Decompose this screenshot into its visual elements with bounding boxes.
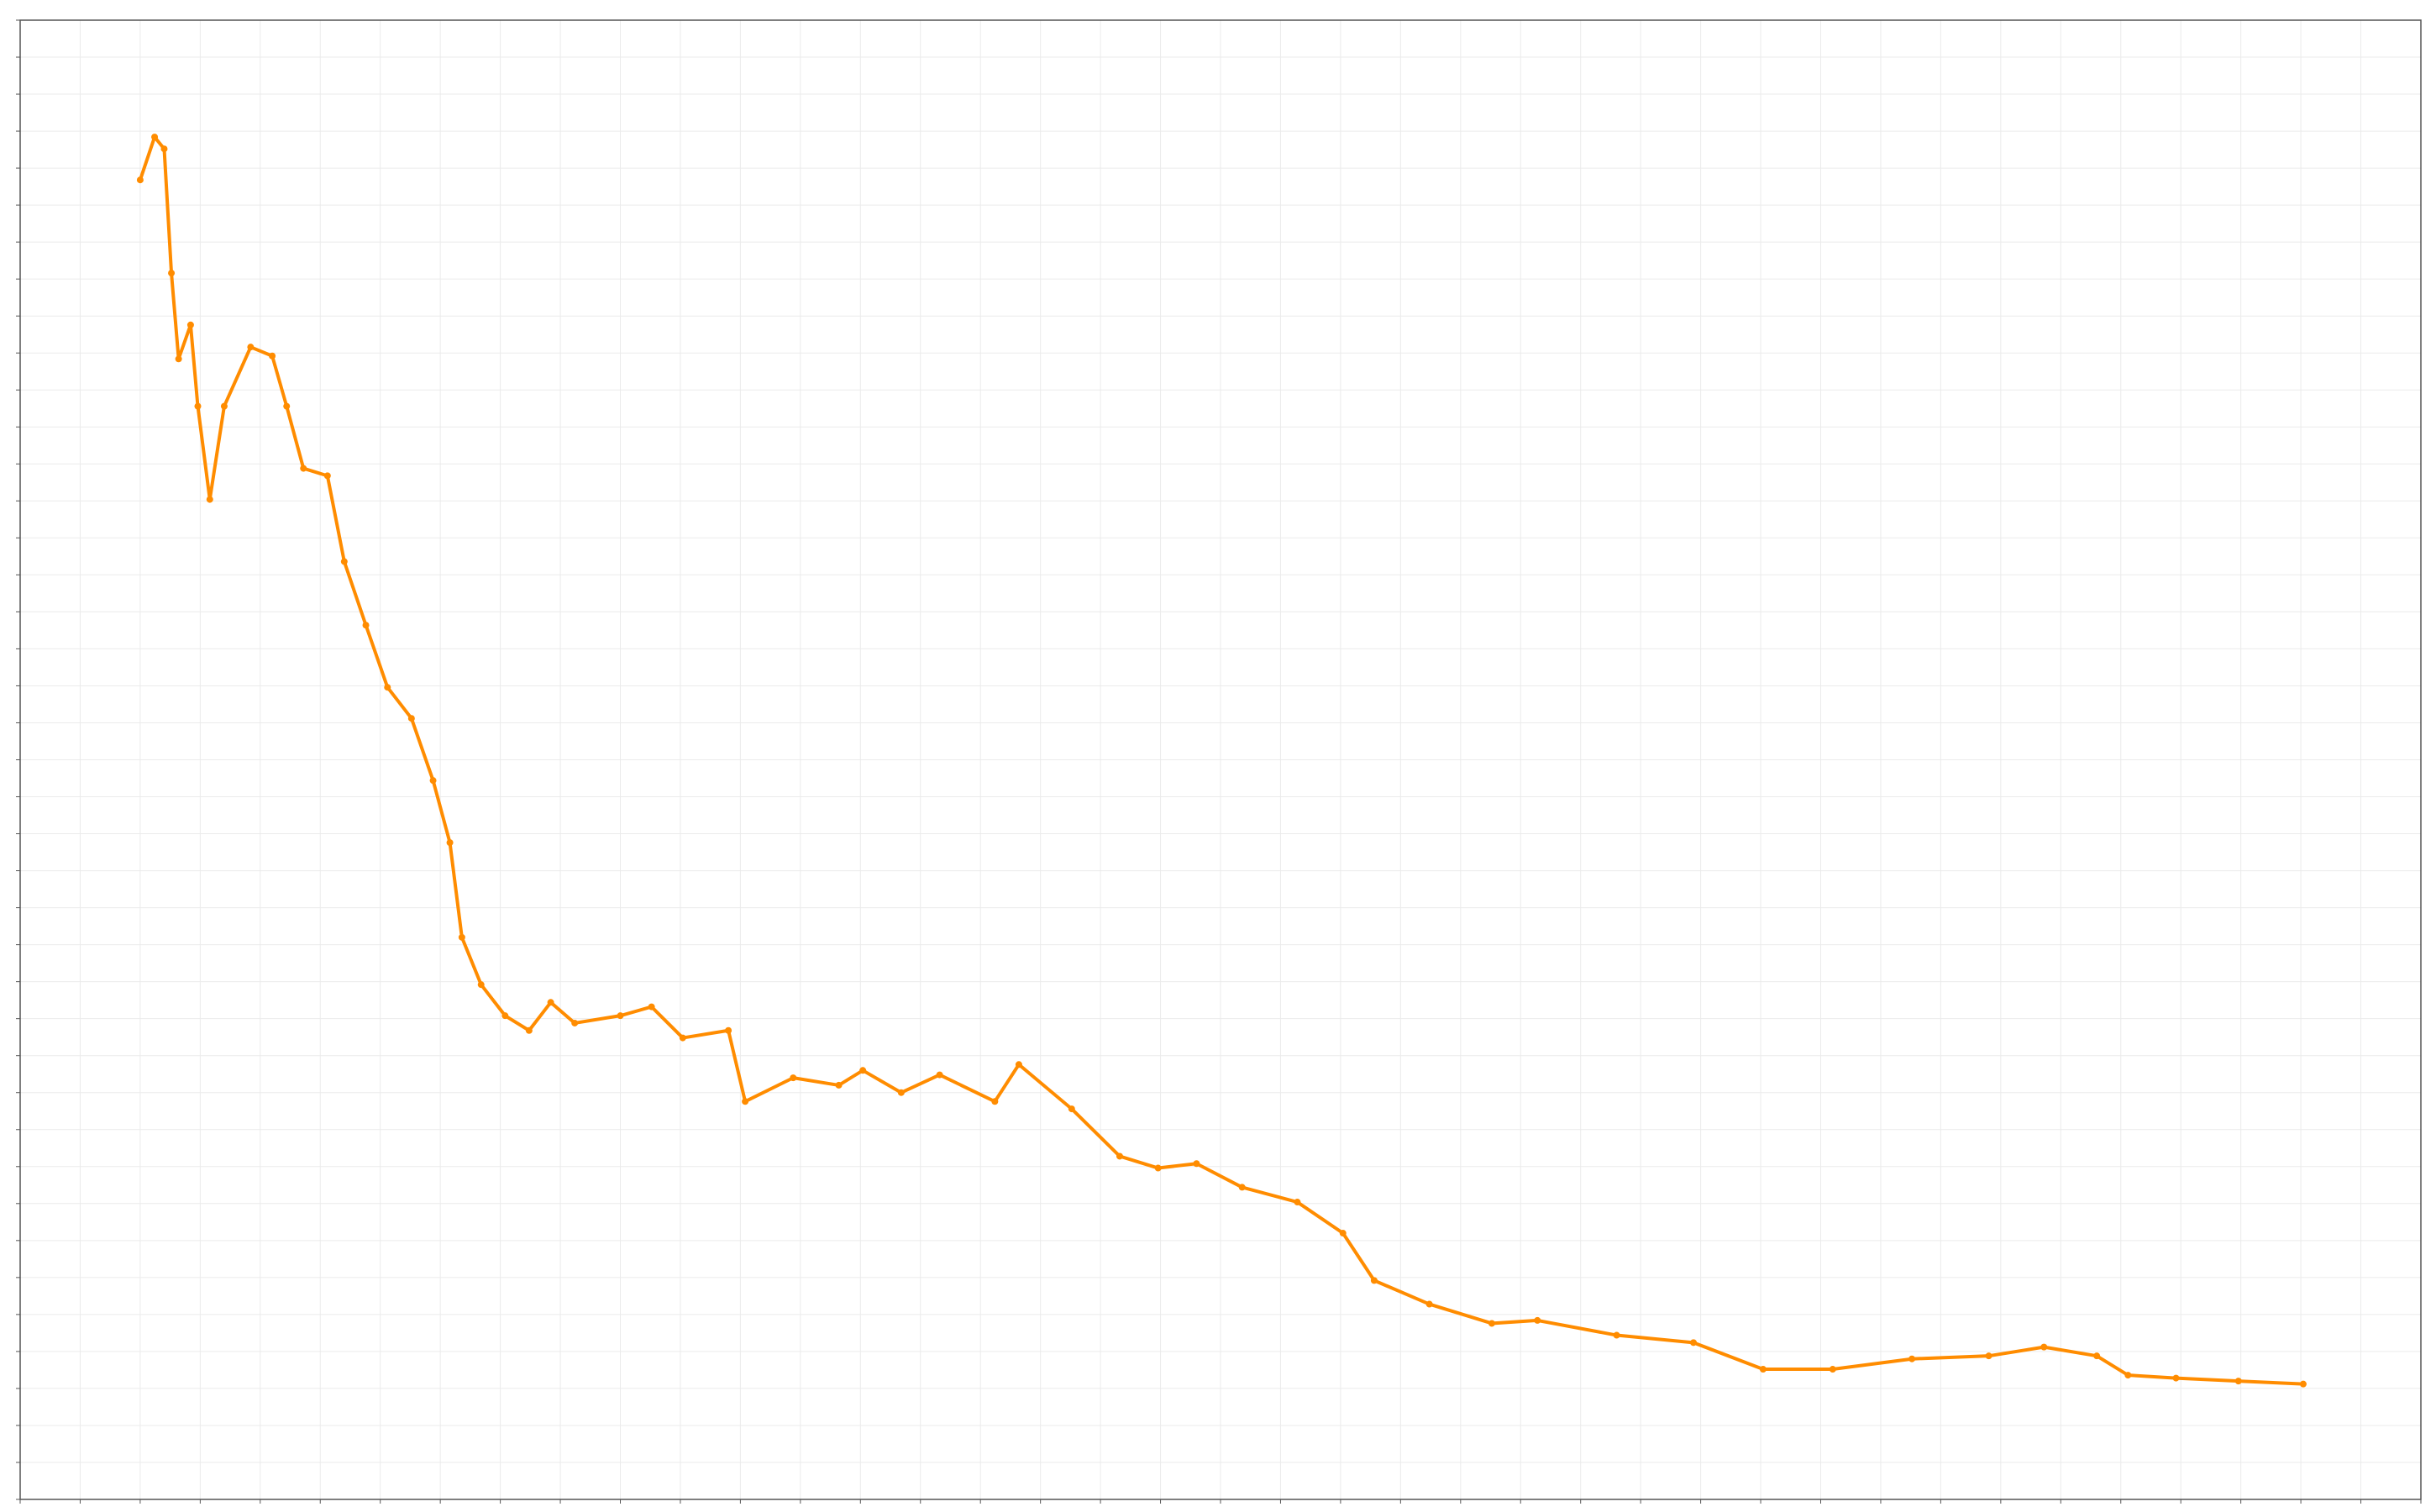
data-point [458,933,465,941]
data-point [742,1098,749,1105]
data-point [186,321,194,328]
data-point [790,1074,797,1082]
data-point [362,622,370,629]
data-point [2299,1380,2307,1388]
data-point [1068,1105,1075,1113]
plot-frame [19,19,2422,1500]
data-point [2124,1372,2132,1379]
data-point [1985,1352,1992,1360]
data-point [1613,1331,1620,1339]
data-point [897,1089,905,1096]
data-point [2093,1352,2101,1360]
data-point [936,1071,943,1079]
data-point [2234,1378,2242,1385]
data-point [648,1003,655,1011]
data-point [247,344,255,351]
data-point [1534,1316,1541,1324]
data-point [835,1081,843,1089]
data-point [525,1026,533,1034]
data-point [617,1012,624,1020]
data-point [1339,1230,1347,1237]
data-point [991,1098,999,1105]
data-point [160,145,168,153]
data-point [1015,1061,1022,1068]
data-point [429,777,437,785]
data-point [206,496,213,503]
data-point [501,1012,509,1020]
data-point [1370,1277,1378,1284]
data-point [136,176,144,184]
data-point [1425,1300,1433,1308]
data-point [1154,1164,1162,1172]
data-point [283,402,291,410]
data-point [2040,1343,2048,1351]
data-point [725,1026,732,1034]
data-point [220,402,228,410]
data-point [1908,1355,1916,1362]
data-point [446,839,454,847]
data-point [547,999,554,1006]
data-point [323,472,331,480]
data-point [1829,1366,1836,1373]
data-point [1116,1152,1123,1160]
data-point [407,715,415,722]
data-point [384,684,391,691]
data-point [859,1067,867,1074]
data-point [300,465,307,472]
data-point [477,981,485,989]
data-point [340,558,348,565]
data-point [194,402,202,410]
data-point [679,1034,686,1042]
data-point [1690,1339,1698,1347]
data-point [151,134,159,141]
data-point [175,355,182,363]
data-point [168,270,176,277]
data-point [1488,1320,1495,1327]
data-point [1759,1366,1767,1373]
data-point [1238,1184,1246,1191]
data-point [1294,1199,1301,1206]
data-point [1193,1160,1200,1168]
data-point [571,1019,579,1026]
data-point [269,352,276,360]
data-point [2172,1374,2180,1382]
